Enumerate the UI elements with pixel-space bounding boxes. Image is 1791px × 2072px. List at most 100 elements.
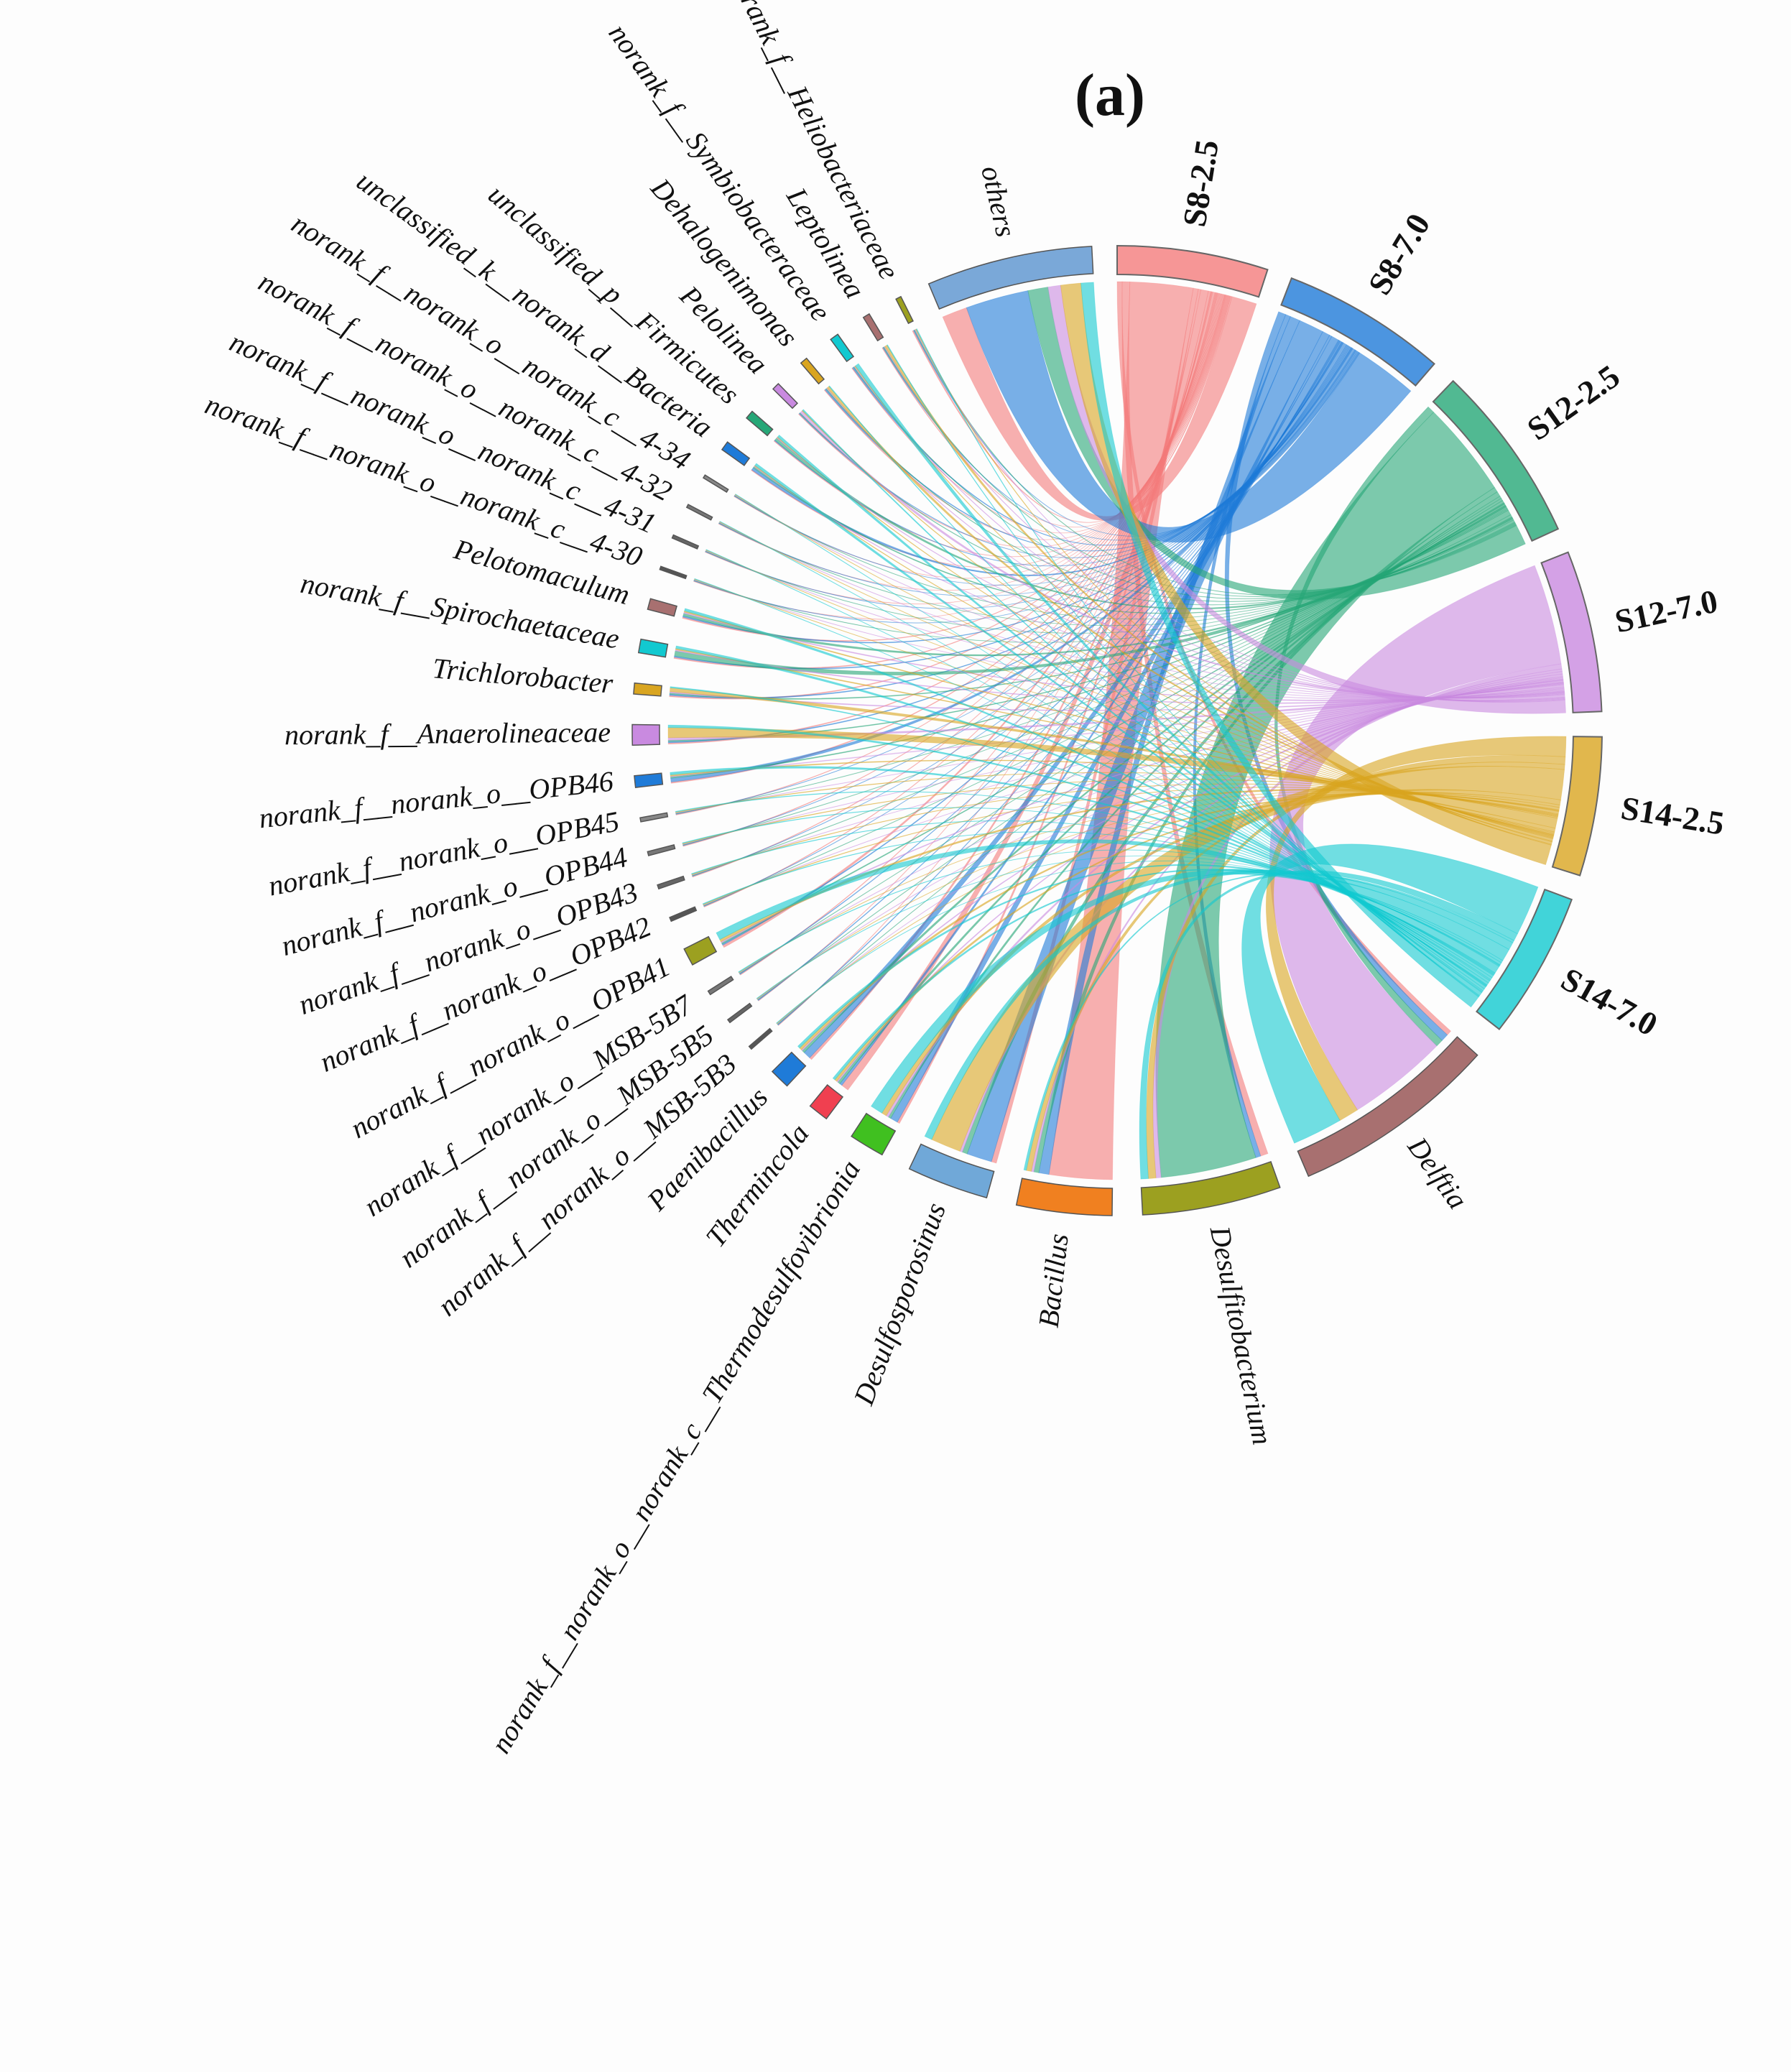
ribbon bbox=[777, 434, 1485, 991]
ribbon bbox=[667, 724, 1493, 981]
group-arc bbox=[637, 638, 669, 658]
ribbon bbox=[1146, 754, 1566, 1179]
ribbon bbox=[800, 410, 1565, 701]
group-arc bbox=[771, 1051, 807, 1087]
group-arc bbox=[830, 333, 855, 363]
ribbon bbox=[739, 680, 1564, 974]
ribbon bbox=[883, 346, 1517, 597]
group-arc bbox=[745, 410, 774, 437]
ribbon bbox=[720, 680, 1564, 944]
ribbon bbox=[853, 366, 1517, 600]
ribbon bbox=[851, 295, 1231, 534]
ribbon bbox=[722, 291, 1216, 948]
ribbon bbox=[776, 437, 1565, 699]
ribbon bbox=[667, 344, 1348, 744]
group-arc bbox=[657, 875, 685, 890]
group-arc bbox=[647, 598, 677, 617]
group-label: Bacillus bbox=[1032, 1232, 1075, 1329]
group-arc bbox=[851, 1112, 897, 1156]
group-label: others bbox=[975, 162, 1022, 240]
ribbon bbox=[718, 294, 1226, 591]
ribbon bbox=[801, 410, 1554, 839]
ribbon bbox=[825, 388, 1516, 602]
ribbon bbox=[881, 295, 1231, 528]
ribbon bbox=[690, 820, 1496, 975]
group-arc bbox=[748, 1027, 773, 1050]
ribbon bbox=[798, 349, 1357, 558]
group-arc bbox=[809, 1083, 844, 1120]
ribbon bbox=[670, 686, 1491, 981]
ribbon bbox=[915, 328, 1552, 846]
ribbon bbox=[839, 334, 1333, 1086]
ribbon bbox=[757, 340, 1341, 1002]
ribbon bbox=[754, 463, 1486, 989]
ribbon bbox=[826, 386, 1554, 842]
ribbon bbox=[670, 342, 1348, 782]
ribbon bbox=[669, 345, 1350, 699]
ribbon bbox=[888, 495, 1502, 1119]
chart-title: (a) bbox=[1075, 62, 1145, 129]
sample-arc bbox=[1551, 736, 1603, 877]
ribbon bbox=[682, 514, 1513, 657]
ribbon bbox=[751, 348, 1356, 576]
group-arc bbox=[1297, 1036, 1478, 1178]
ribbon bbox=[774, 438, 1516, 610]
ribbon bbox=[870, 869, 1510, 1114]
ribbon bbox=[691, 682, 1564, 877]
group-arc bbox=[683, 935, 718, 966]
group-label: Desulfosporosinus bbox=[847, 1198, 952, 1410]
ribbon bbox=[682, 779, 1559, 845]
ribbon bbox=[705, 550, 1565, 700]
ribbon bbox=[884, 346, 1565, 703]
ribbon bbox=[702, 831, 1496, 974]
ribbon bbox=[942, 296, 1257, 521]
group-arc bbox=[659, 565, 688, 580]
ribbon bbox=[719, 520, 1487, 987]
group-arc bbox=[634, 772, 664, 789]
group-arc bbox=[726, 1002, 753, 1024]
ribbon bbox=[670, 683, 1565, 777]
group-label: Delftia bbox=[1401, 1131, 1474, 1215]
sample-arc bbox=[1280, 277, 1435, 387]
ribbon bbox=[773, 295, 1228, 558]
ribbon bbox=[670, 759, 1558, 819]
ribbon bbox=[705, 549, 1555, 836]
group-label: Desulfitobacterium bbox=[1203, 1223, 1279, 1448]
ribbon bbox=[756, 792, 1560, 1000]
group-arc bbox=[685, 504, 713, 521]
ribbon bbox=[834, 791, 1560, 1082]
ribbon bbox=[734, 494, 1565, 699]
ribbon bbox=[669, 687, 1556, 833]
ribbon bbox=[733, 295, 1227, 579]
ribbon bbox=[739, 503, 1506, 974]
ribbon bbox=[855, 363, 1483, 996]
ribbon bbox=[682, 683, 1564, 846]
ribbon bbox=[802, 500, 1504, 1053]
group-arc bbox=[631, 723, 661, 746]
ribbon bbox=[777, 436, 1554, 838]
ribbon bbox=[675, 649, 1565, 704]
ribbon bbox=[803, 336, 1339, 1058]
ribbon bbox=[887, 344, 1481, 997]
ribbon bbox=[854, 365, 1553, 843]
ribbon bbox=[703, 787, 1559, 906]
ribbon bbox=[682, 292, 1218, 847]
ribbon bbox=[777, 339, 1340, 1026]
sample-arc bbox=[1116, 244, 1269, 298]
ribbon bbox=[669, 687, 1565, 711]
group-arc bbox=[772, 383, 798, 410]
ribbon bbox=[776, 792, 1560, 1025]
group-arc bbox=[669, 906, 698, 922]
ribbon bbox=[797, 864, 1502, 1049]
ribbon bbox=[721, 341, 1343, 946]
ribbon bbox=[738, 790, 1560, 973]
ribbon bbox=[693, 294, 1226, 620]
ribbon bbox=[832, 869, 1504, 1081]
ribbon bbox=[753, 466, 1565, 699]
group-arc bbox=[702, 474, 729, 493]
ribbon bbox=[756, 679, 1564, 1000]
sample-arc bbox=[1475, 888, 1573, 1030]
ribbon bbox=[823, 295, 1230, 540]
ribbon bbox=[682, 341, 1343, 846]
ribbon bbox=[684, 608, 1489, 986]
